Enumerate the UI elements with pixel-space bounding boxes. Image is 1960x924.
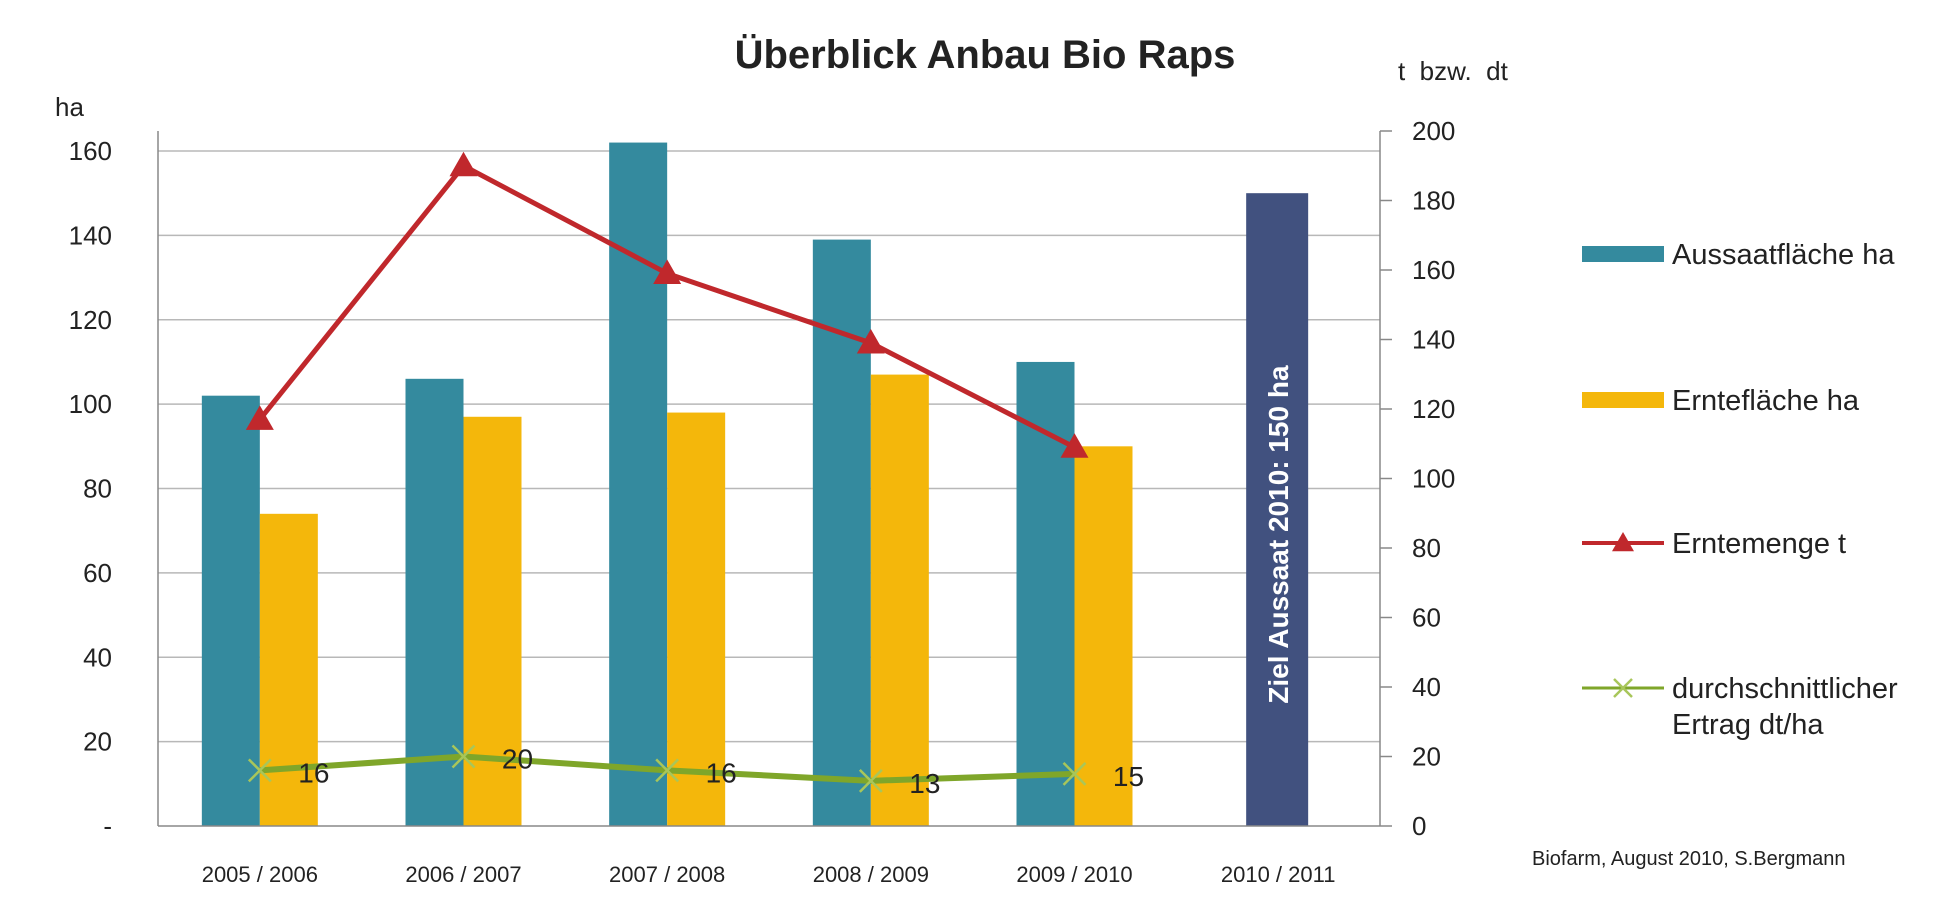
ertrag-data-label: 20 [502,744,533,775]
legend: Aussaatfläche ha Erntefläche ha Erntemenge… [1582,239,1898,741]
x-tick-label: 2009 / 2010 [1016,862,1132,887]
point-erntemenge [245,405,274,430]
bar-aussaat [405,378,464,826]
point-ertrag [858,768,883,793]
point-ertrag [655,758,680,783]
left-axis-unit-label: ha [55,92,84,122]
legend-item: Erntemenge t [1582,528,1846,560]
legend-label: Erntefläche ha [1672,385,1860,417]
left-tick-label: - [103,811,112,841]
left-tick-label: 140 [69,220,112,250]
left-tick-label: 40 [83,642,112,672]
point-erntemenge [653,259,682,284]
bar-aussaat [1016,361,1075,826]
right-tick-label: 60 [1412,603,1441,633]
legend-item: Erntefläche ha [1582,385,1860,417]
legend-label: Aussaatfläche ha [1672,239,1895,271]
lines [245,151,1089,793]
left-tick-label: 20 [83,727,112,757]
legend-label-line2: Ertrag dt/ha [1672,709,1824,741]
point-ertrag [1062,761,1087,786]
ertrag-data-label: 15 [1113,761,1144,792]
right-tick-label: 0 [1412,811,1426,841]
legend-swatch [1582,246,1664,262]
legend-label: Erntemenge t [1672,528,1846,560]
point-erntemenge [449,151,478,177]
axes: - 20 40 60 80 100 120 140 160 0 20 40 60 80 100 120 140 1… [69,116,1456,887]
source-note: Biofarm, August 2010, S.Bergmann [1532,848,1846,870]
left-tick-label: 60 [83,558,112,588]
right-tick-label: 100 [1412,464,1455,494]
target-bar-label: Ziel Aussaat 2010: 150 ha [1263,365,1294,704]
right-axis-unit-label: t bzw. dt [1398,56,1509,86]
right-tick-label: 120 [1412,394,1455,424]
legend-label: durchschnittlicher [1672,673,1898,705]
bar-ernte [870,374,929,826]
grid-lines [158,150,1380,743]
legend-item: durchschnittlicher Ertrag dt/ha [1582,673,1898,741]
right-tick-label: 200 [1412,116,1455,146]
right-tick-label: 40 [1412,672,1441,702]
point-erntemenge [1060,433,1089,458]
ertrag-data-label: 16 [298,757,329,788]
right-tick-label: 20 [1412,742,1441,772]
target-bar [1246,193,1309,826]
x-tick-label: 2006 / 2007 [405,862,521,887]
point-ertrag [247,758,272,783]
bar-ernte [667,412,726,826]
x-tick-label: 2008 / 2009 [813,862,929,887]
right-tick-label: 180 [1412,186,1455,216]
bar-aussaat [201,395,260,826]
right-tick-label: 140 [1412,325,1455,355]
left-tick-label: 120 [69,305,112,335]
legend-swatch [1582,392,1664,408]
labels: Ziel Aussaat 2010: 150 ha 16 20 16 13 15 [298,365,1294,799]
right-tick-label: 80 [1412,533,1441,563]
ertrag-data-label: 13 [909,768,940,799]
x-tick-label: 2007 / 2008 [609,862,725,887]
point-erntemenge [856,328,885,354]
x-tick-label: 2010 / 2011 [1221,862,1336,887]
ertrag-data-label: 16 [706,757,737,788]
left-tick-label: 100 [69,389,112,419]
left-tick-label: 160 [69,136,112,166]
legend-swatch [1612,532,1634,552]
right-tick-label: 160 [1412,255,1455,285]
bar-ernte [259,513,318,826]
bars [201,142,1309,826]
x-tick-label: 2005 / 2006 [202,862,318,887]
legend-item: Aussaatfläche ha [1582,239,1895,271]
left-tick-label: 80 [83,474,112,504]
chart-title: Überblick Anbau Bio Raps [735,32,1236,77]
point-ertrag [451,744,476,769]
